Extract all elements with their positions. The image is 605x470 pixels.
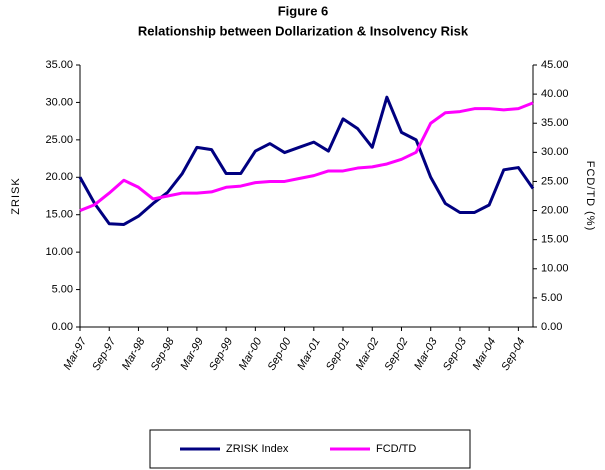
x-tick-label: Sep-04 [499, 336, 527, 373]
legend-label: ZRISK Index [226, 443, 289, 455]
x-tick-label: Sep-01 [324, 336, 352, 373]
y2-tick-label: 30.00 [541, 146, 569, 158]
legend-label: FCD/TD [376, 443, 416, 455]
x-tick-label: Sep-03 [441, 335, 470, 372]
y2-tick-label: 0.00 [541, 321, 562, 333]
y-tick-label: 10.00 [45, 246, 73, 258]
y-tick-label: 20.00 [45, 171, 73, 183]
y-tick-label: 25.00 [45, 134, 73, 146]
chart-title: Figure 6 [278, 3, 329, 18]
y2-tick-label: 40.00 [541, 88, 569, 100]
y2-tick-label: 25.00 [541, 175, 569, 187]
y-tick-label: 15.00 [45, 209, 73, 221]
series-line [79, 101, 534, 212]
x-tick-label: Sep-99 [207, 336, 235, 373]
x-tick-label: Mar-98 [120, 335, 148, 372]
y2-axis-label: FCD/TD (%) [584, 161, 596, 232]
x-tick-label: Mar-04 [471, 336, 499, 372]
y-tick-label: 30.00 [45, 96, 73, 108]
x-tick-label: Sep-97 [90, 335, 119, 372]
y2-tick-label: 20.00 [541, 204, 569, 216]
x-tick-label: Mar-01 [295, 336, 323, 372]
y-axis-label: ZRISK [10, 177, 22, 214]
y2-tick-label: 5.00 [541, 292, 562, 304]
x-tick-label: Sep-02 [382, 336, 410, 373]
x-tick-label: Mar-99 [178, 336, 206, 372]
y-tick-label: 0.00 [52, 321, 73, 333]
y-tick-label: 35.00 [45, 59, 73, 71]
x-tick-label: Mar-02 [354, 336, 382, 372]
y2-tick-label: 35.00 [541, 117, 569, 129]
y2-tick-label: 15.00 [541, 234, 569, 246]
x-tick-label: Sep-00 [266, 335, 295, 372]
y2-tick-label: 45.00 [541, 59, 569, 71]
legend-box [149, 429, 471, 469]
x-tick-label: Mar-97 [61, 335, 89, 372]
x-tick-label: Mar-03 [412, 335, 440, 372]
series-line [78, 95, 535, 226]
chart-subtitle: Relationship between Dollarization & Ins… [138, 23, 469, 38]
x-tick-label: Sep-98 [149, 335, 178, 372]
y-tick-label: 5.00 [52, 283, 73, 295]
x-tick-label: Mar-00 [237, 335, 265, 372]
y2-tick-label: 10.00 [541, 263, 569, 275]
